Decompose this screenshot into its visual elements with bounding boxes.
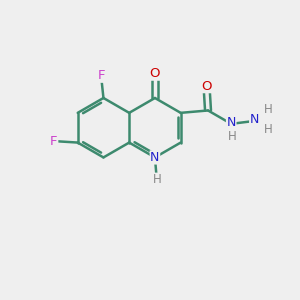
Text: F: F — [50, 135, 58, 148]
Text: O: O — [150, 67, 160, 80]
Text: H: H — [153, 173, 162, 186]
Text: H: H — [264, 123, 272, 136]
Text: N: N — [226, 116, 236, 129]
Text: H: H — [264, 103, 272, 116]
Text: F: F — [97, 69, 105, 82]
Text: O: O — [201, 80, 212, 93]
Text: N: N — [150, 151, 160, 164]
Text: N: N — [250, 113, 259, 126]
Text: H: H — [227, 130, 236, 143]
